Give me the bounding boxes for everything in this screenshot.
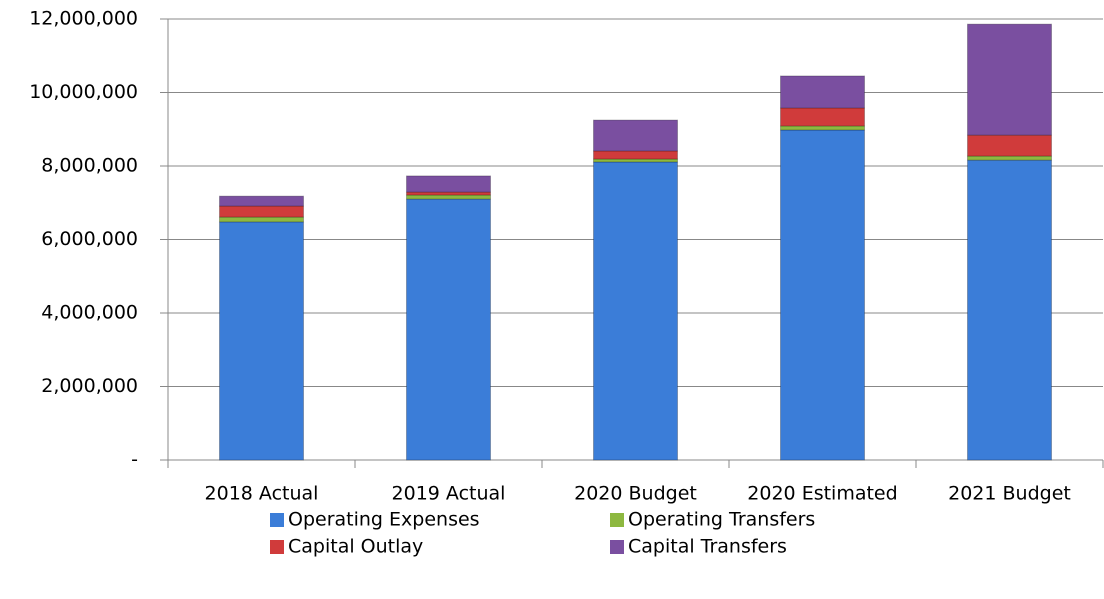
x-tick-label: 2021 Budget (948, 483, 1071, 505)
legend-label: Operating Transfers (628, 509, 815, 531)
bar-segment (967, 155, 1052, 161)
legend-swatch (270, 540, 284, 554)
bar-segment (780, 75, 865, 109)
y-tick-label: 4,000,000 (41, 302, 138, 324)
legend-label: Operating Expenses (288, 509, 480, 531)
x-tick-label: 2018 Actual (205, 483, 319, 505)
y-tick-label: 8,000,000 (41, 155, 138, 177)
bar-segment (593, 150, 678, 160)
y-tick-label: 10,000,000 (29, 81, 138, 103)
bar-segment (780, 125, 865, 131)
bar-segment (780, 129, 865, 461)
y-tick-label: - (131, 449, 138, 471)
bar-segment (219, 205, 304, 218)
bar-segment (967, 23, 1052, 136)
y-tick-label: 2,000,000 (41, 375, 138, 397)
bar-segment (967, 159, 1052, 461)
legend-swatch (270, 513, 284, 527)
bar-segment (406, 194, 491, 200)
x-tick-label: 2020 Estimated (747, 483, 897, 505)
y-tick-label: 12,000,000 (29, 8, 138, 30)
legend-swatch (610, 540, 624, 554)
x-tick-label: 2020 Budget (574, 483, 697, 505)
bar-segment (219, 195, 304, 207)
bar-segment (406, 175, 491, 193)
bar-segment (219, 221, 304, 461)
bar-segment (219, 216, 304, 223)
bar-segment (406, 198, 491, 461)
bar-segment (593, 161, 678, 461)
x-tick-label: 2019 Actual (392, 483, 506, 505)
bar-segment (967, 134, 1052, 157)
y-tick-label: 6,000,000 (41, 228, 138, 250)
legend-label: Capital Transfers (628, 536, 787, 558)
bar-segment (593, 119, 678, 152)
legend-swatch (610, 513, 624, 527)
legend-label: Capital Outlay (288, 536, 423, 558)
bar-segment (780, 107, 865, 127)
